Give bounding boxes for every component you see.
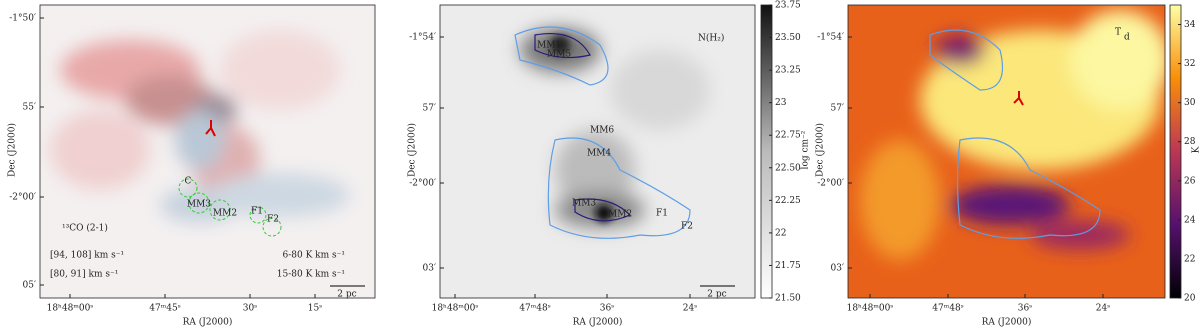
axes-frame (847, 4, 1166, 299)
legend-entry: 6-80 K km s⁻¹ (283, 251, 346, 261)
colorbar-tick-label: 23.75 (775, 1, 801, 11)
colorbar-tick-label: 22 (775, 228, 786, 238)
source-label: MM2 (213, 209, 237, 219)
source-label: MM3 (572, 199, 596, 209)
y-tick-label: 05′ (23, 281, 37, 291)
x-axis-label: RA (J2000) (982, 317, 1032, 328)
colorbar-label: log cm⁻² (801, 130, 811, 169)
colorbar-tick-label: 26 (1184, 176, 1196, 186)
colorbar-tick-label: 23.50 (775, 33, 801, 43)
colorbar-tick-label: 21.50 (775, 294, 801, 304)
source-label: MM2 (608, 210, 632, 220)
colorbar-tick-label: 22.75 (775, 131, 801, 141)
colorbar-tick-label: 23 (775, 98, 787, 108)
x-axis-label: RA (J2000) (573, 317, 623, 328)
scale-bar-label: 2 pc (337, 290, 356, 300)
source-label: F2 (681, 222, 693, 232)
y-axis-label: Dec (J2000) (7, 123, 18, 177)
panel-title: T (1115, 28, 1121, 38)
x-axis-label: RA (J2000) (183, 317, 233, 328)
colorbar-tick-label: 21.75 (775, 261, 801, 271)
x-tick-label: 36ˢ (600, 304, 614, 314)
x-tick-label: 30ˢ (243, 304, 257, 314)
colorbar (1169, 4, 1182, 299)
y-tick-label: 55′ (23, 103, 37, 113)
source-label: MM1 (537, 41, 561, 51)
colorbar-tick-label: 28 (1184, 137, 1196, 147)
nh2-map (440, 5, 755, 298)
y-tick-label: 57′ (423, 104, 437, 114)
x-tick-label: 15ˢ (308, 304, 322, 314)
axes-frame (39, 4, 376, 299)
scale-bar-label: 2 pc (707, 290, 726, 300)
y-tick-label: -2°00′ (9, 193, 36, 203)
x-tick-label: 18ʰ48ᵐ00ˢ (47, 304, 94, 314)
legend-entry: [80, 91] km s⁻¹ (50, 270, 118, 280)
x-tick-label: 24ˢ (683, 304, 697, 314)
y-axis-label: Dec (J2000) (815, 123, 826, 177)
colorbar-label: K (1192, 146, 1200, 153)
colorbar-tick-label: 24 (1184, 215, 1196, 225)
x-tick-label: 36ˢ (1018, 304, 1032, 314)
co-map (40, 5, 375, 298)
colorbar-tick-label: 22.50 (775, 163, 801, 173)
source-label: MM4 (587, 149, 611, 159)
y-tick-label: 57′ (831, 104, 845, 114)
x-tick-label: 47ᵐ48ˢ (519, 304, 550, 314)
y-tick-label: -2°00′ (409, 179, 436, 189)
y-axis-label: Dec (J2000) (407, 123, 418, 177)
axes-frame (439, 4, 756, 299)
panel-title: N(H₂) (698, 33, 724, 44)
source-label: F2 (267, 215, 279, 225)
y-tick-label: -2°00′ (817, 179, 844, 189)
panel-title-subscript: d (1124, 33, 1130, 43)
panel-title: ¹³CO (2-1) (62, 223, 108, 234)
legend-entry: 15-80 K km s⁻¹ (277, 270, 345, 280)
colorbar-tick-label: 30 (1184, 98, 1196, 108)
colorbar-tick-label: 22 (1184, 254, 1195, 264)
source-label: F1 (251, 207, 263, 217)
x-tick-label: 47ᵐ48ˢ (932, 304, 963, 314)
x-tick-label: 24ˢ (1096, 304, 1110, 314)
td-map (848, 5, 1165, 298)
colorbar-tick-label: 22.25 (775, 196, 801, 206)
colorbar-tick-label: 23.25 (775, 66, 801, 76)
colorbar-tick-label: 32 (1184, 59, 1195, 69)
legend-entry: [94, 108] km s⁻¹ (50, 251, 124, 261)
source-label: F1 (656, 209, 668, 219)
y-tick-label: 03′ (423, 264, 437, 274)
colorbar-tick-label: 34 (1184, 20, 1196, 30)
x-tick-label: 18ʰ48ᵐ00ˢ (847, 304, 894, 314)
source-label: MM6 (590, 126, 614, 136)
source-label: C (185, 177, 192, 187)
y-tick-label: -1°50′ (9, 14, 36, 24)
y-tick-label: -1°54′ (817, 33, 844, 43)
source-label: MM5 (547, 50, 571, 60)
source-label: MM3 (187, 200, 211, 210)
colorbar-tick-label: 20 (1184, 294, 1196, 304)
x-tick-label: 47ᵐ45ˢ (149, 304, 180, 314)
y-tick-label: 03′ (831, 264, 845, 274)
x-tick-label: 18ʰ48ᵐ00ˢ (432, 304, 479, 314)
colorbar (760, 4, 773, 299)
y-tick-label: -1°54′ (409, 33, 436, 43)
